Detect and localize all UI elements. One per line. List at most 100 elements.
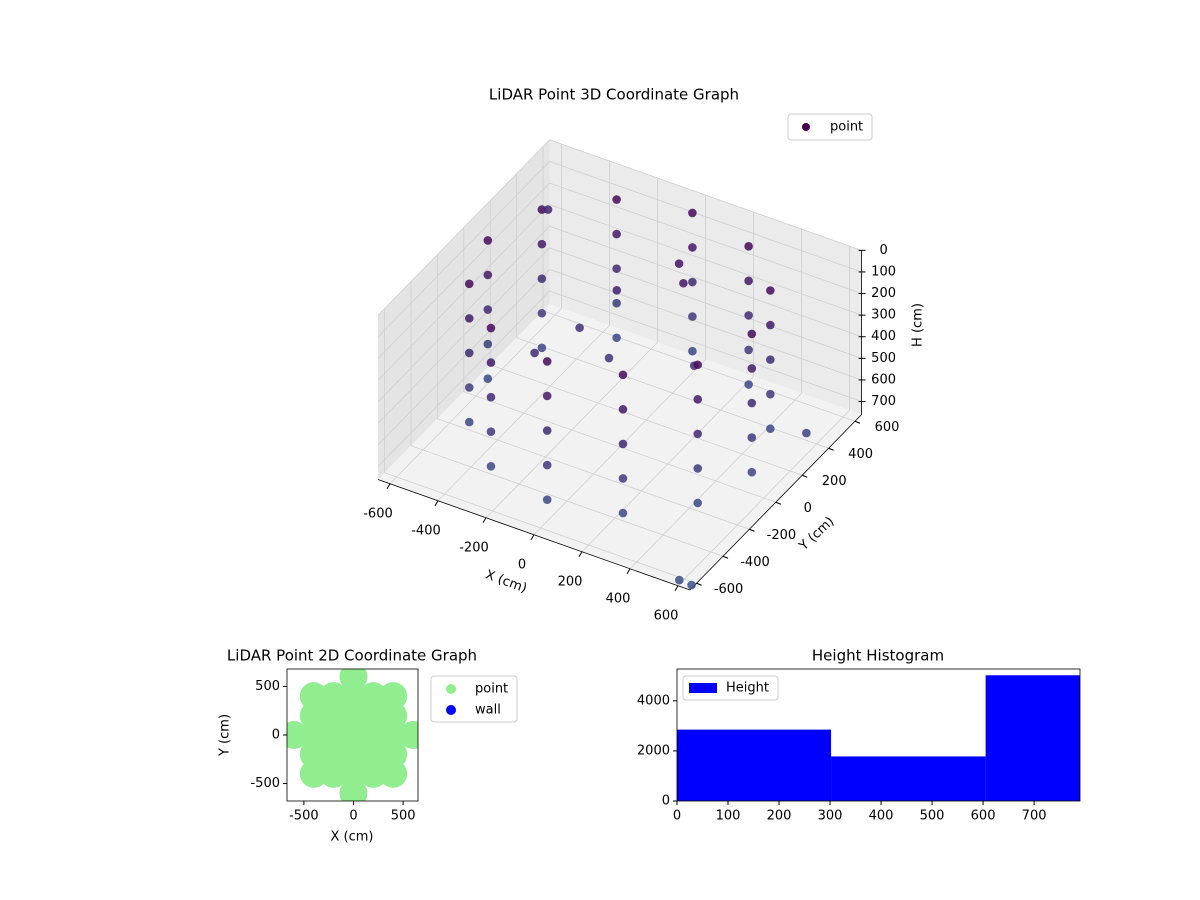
point <box>688 312 697 321</box>
x-tick <box>434 500 439 507</box>
point <box>464 417 474 427</box>
point <box>766 355 775 364</box>
point <box>319 721 348 749</box>
x-tick-label: 400 <box>869 809 894 824</box>
point <box>693 498 703 508</box>
grid-line <box>436 254 750 530</box>
point <box>543 205 553 214</box>
point <box>359 721 388 749</box>
point <box>766 389 775 399</box>
grid-line <box>377 139 862 316</box>
point <box>747 329 757 339</box>
point <box>319 701 348 730</box>
point <box>747 364 757 373</box>
point <box>319 682 348 711</box>
z-tick-label: 500 <box>871 351 896 366</box>
x-tick-label: 600 <box>971 809 996 824</box>
point <box>612 195 621 204</box>
z-tick-label: 100 <box>871 264 896 279</box>
y-axis-line <box>689 414 862 591</box>
x-tick <box>482 517 487 524</box>
point <box>612 229 621 239</box>
point <box>744 345 753 355</box>
point <box>379 721 408 749</box>
z-tick-label: 200 <box>871 286 896 301</box>
x-tick-label: 0 <box>673 809 681 824</box>
point <box>747 433 757 442</box>
y-tick <box>749 528 755 532</box>
y-tick-label: 0 <box>662 794 670 809</box>
point <box>618 508 628 518</box>
z-tick-label: 300 <box>871 308 896 323</box>
point <box>744 241 753 251</box>
point <box>542 460 552 470</box>
point <box>464 279 474 289</box>
grid-line <box>629 229 802 570</box>
axes-frame <box>676 668 1081 802</box>
y-tick <box>854 420 861 424</box>
point <box>359 759 388 788</box>
point <box>339 701 368 730</box>
legend-label: point <box>830 120 863 135</box>
grid-line <box>377 182 862 359</box>
point <box>537 308 547 318</box>
x-axis-line <box>377 479 691 591</box>
point <box>379 701 408 730</box>
point <box>379 740 408 769</box>
y-tick-label: 2000 <box>637 743 670 758</box>
grid-line <box>377 247 862 424</box>
y-axis-label: Y (cm) <box>218 714 233 757</box>
legend-marker <box>689 683 717 693</box>
y-tick-label: 500 <box>255 679 280 694</box>
point <box>486 392 496 402</box>
bar <box>677 729 832 801</box>
point <box>575 323 584 333</box>
x-tick-label: 600 <box>654 608 679 623</box>
point <box>359 701 388 730</box>
point <box>674 259 684 268</box>
legend-box <box>682 675 779 701</box>
y-axis-label: Y (cm) <box>796 514 838 554</box>
point <box>339 740 368 769</box>
x-tick-label: 700 <box>1022 809 1047 824</box>
chart-title: LiDAR Point 2D Coordinate Graph <box>227 647 477 665</box>
point <box>339 682 368 711</box>
x-axis-label: X (cm) <box>331 830 374 845</box>
point <box>744 311 753 320</box>
x-tick-label: -500 <box>289 809 319 824</box>
point <box>486 461 496 471</box>
x-tick-label: -400 <box>411 523 441 538</box>
point <box>612 286 622 295</box>
grid-line <box>410 281 724 557</box>
point <box>744 380 753 389</box>
grid-line <box>463 227 776 503</box>
point <box>612 298 621 308</box>
point <box>693 360 703 370</box>
point <box>399 721 418 749</box>
point <box>299 682 328 711</box>
z-tick-label: 0 <box>879 243 887 258</box>
y-tick-label: -400 <box>740 555 770 570</box>
legend-box <box>787 113 873 141</box>
point <box>486 323 496 333</box>
point <box>379 682 408 711</box>
point <box>688 346 697 356</box>
point <box>618 439 628 449</box>
grid-line <box>377 290 862 467</box>
grid-line <box>677 246 850 587</box>
bar <box>831 756 986 801</box>
x-tick-label: 0 <box>518 557 526 572</box>
point <box>688 277 697 287</box>
grid-line <box>384 308 697 584</box>
point <box>687 580 696 590</box>
y-tick-label: -500 <box>250 776 280 791</box>
point <box>693 429 703 439</box>
point <box>537 205 547 214</box>
z-tick-label: 700 <box>871 394 896 409</box>
point <box>612 333 621 343</box>
point <box>766 424 775 434</box>
x-tick <box>386 483 391 490</box>
legend-label: point <box>475 682 508 697</box>
point <box>744 276 753 286</box>
x-tick <box>674 585 679 592</box>
